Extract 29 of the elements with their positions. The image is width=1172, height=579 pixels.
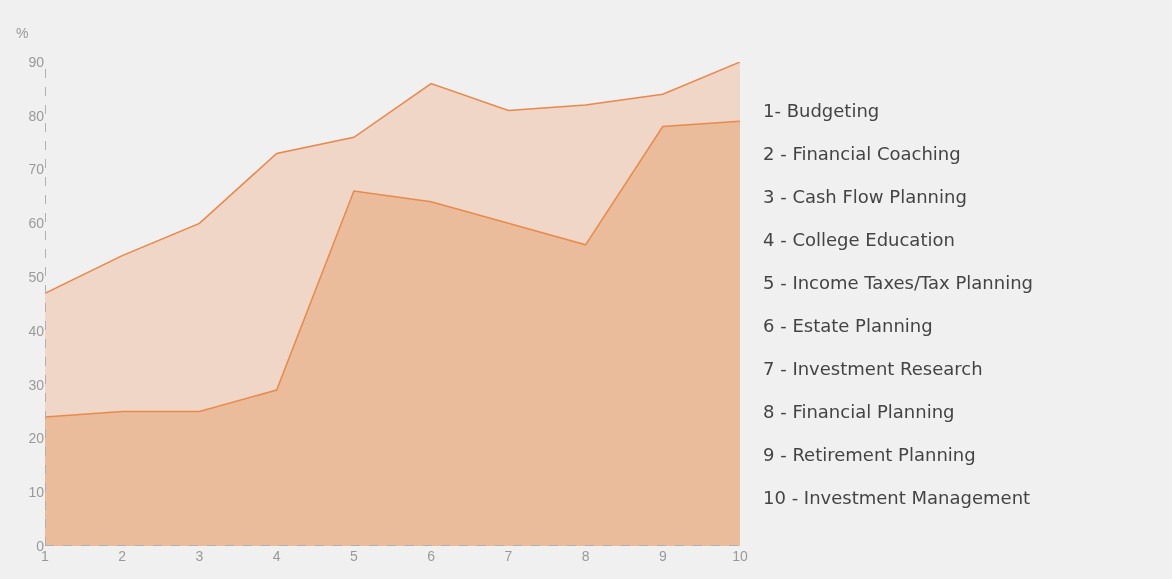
text: 5 - Income Taxes/Tax Planning bbox=[763, 272, 1033, 293]
x-tick-label: 7 bbox=[504, 548, 513, 564]
x-tick-label: 3 bbox=[195, 548, 204, 564]
y-tick-label: 80 bbox=[28, 107, 45, 124]
y-tick-label: 20 bbox=[28, 430, 45, 447]
text: 7 - Investment Research bbox=[763, 358, 983, 379]
y-tick-label: 60 bbox=[28, 215, 45, 232]
text: 2 - Financial Coaching bbox=[763, 143, 961, 164]
y-axis-title: % bbox=[16, 25, 29, 41]
text: 8 - Financial Planning bbox=[763, 401, 955, 422]
text: 3 - Cash Flow Planning bbox=[763, 186, 967, 207]
x-tick-label: 9 bbox=[658, 548, 667, 564]
text: 6 - Estate Planning bbox=[763, 315, 933, 336]
x-tick-label: 2 bbox=[118, 548, 127, 564]
x-tick-label: 4 bbox=[272, 548, 281, 564]
text: 1- Budgeting bbox=[763, 100, 880, 121]
x-tick-label: 6 bbox=[427, 548, 436, 564]
y-tick-label: 10 bbox=[28, 484, 45, 501]
text: 10 - Investment Management bbox=[763, 487, 1031, 508]
y-tick-label: 50 bbox=[28, 269, 45, 286]
y-tick-label: 30 bbox=[28, 376, 45, 393]
y-tick-label: 90 bbox=[28, 53, 45, 70]
x-tick-label: 5 bbox=[349, 548, 358, 564]
text: 9 - Retirement Planning bbox=[763, 444, 976, 465]
x-tick-label: 10 bbox=[732, 548, 748, 564]
y-tick-label: 70 bbox=[28, 161, 45, 178]
text: 4 - College Education bbox=[763, 229, 955, 250]
y-tick-label: 40 bbox=[28, 322, 45, 339]
x-tick-label: 8 bbox=[581, 548, 590, 564]
